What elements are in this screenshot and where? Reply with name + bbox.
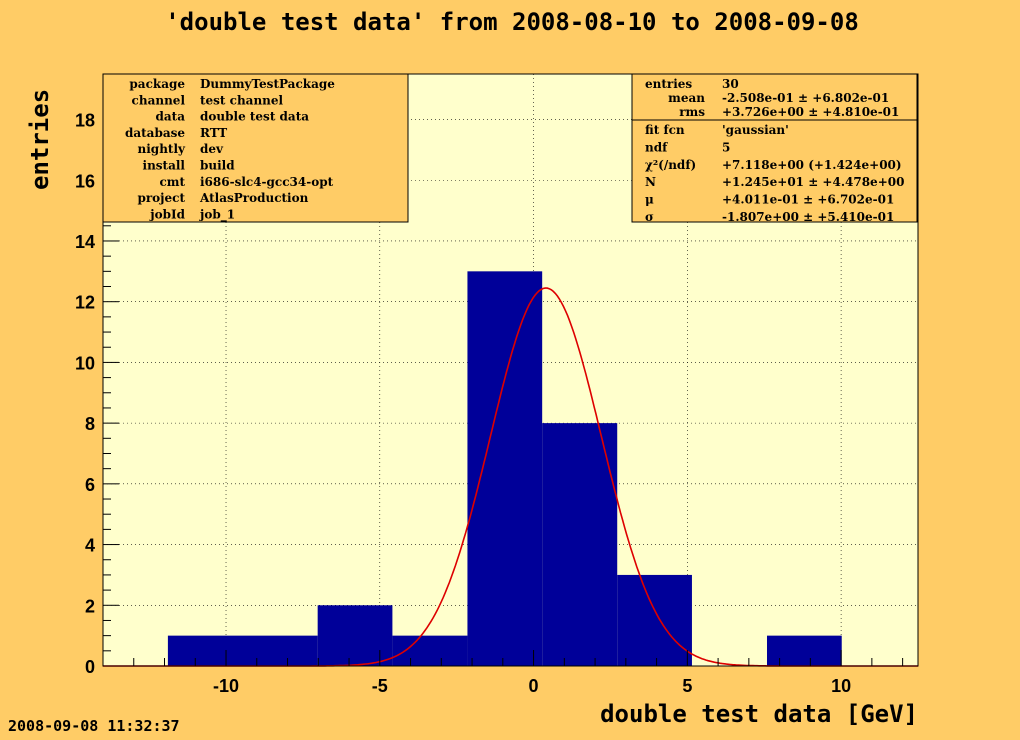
y-tick-label: 0	[85, 657, 95, 677]
info-value-install: build	[200, 159, 235, 173]
fit-value: 5	[722, 140, 730, 154]
y-tick-label: 14	[75, 232, 95, 252]
info-value-nightly: dev	[200, 142, 224, 156]
info-key-database: database	[125, 126, 185, 140]
y-tick-label: 8	[85, 414, 95, 434]
info-value-cmt: i686-slc4-gcc34-opt	[200, 175, 334, 189]
info-key-jobId: jobId	[149, 207, 185, 221]
y-tick-label: 16	[75, 171, 95, 191]
y-tick-label: 4	[85, 536, 95, 556]
fit-value: -1.807e+00 ± +5.410e-01	[722, 210, 894, 224]
stats-mean-value: -2.508e-01 ± +6.802e-01	[722, 91, 889, 105]
info-value-channel: test channel	[200, 93, 284, 107]
info-key-package: package	[129, 77, 185, 91]
stats-box: entries 30 mean -2.508e-01 ± +6.802e-01 …	[631, 73, 918, 121]
fit-key: fit fcn	[645, 123, 685, 137]
info-key-cmt: cmt	[159, 175, 185, 189]
fit-key: σ	[645, 210, 654, 224]
x-tick-label: 0	[529, 676, 539, 696]
info-key-install: install	[143, 159, 186, 173]
fit-key: ndf	[645, 140, 668, 154]
histogram-bar	[542, 423, 618, 666]
chart-title: 'double test data' from 2008-08-10 to 20…	[165, 8, 859, 36]
y-tick-label: 10	[75, 353, 95, 373]
histogram-bar	[167, 635, 318, 666]
axis-ticks: -10 -5 0 5 10 0 2 4 6 8 10 12 14 16 18	[75, 73, 904, 696]
info-key-channel: channel	[132, 93, 186, 107]
y-axis-label: entries	[26, 89, 54, 190]
x-tick-label: -5	[372, 676, 388, 696]
histogram-bar	[317, 605, 393, 666]
info-key-project: project	[137, 191, 185, 205]
info-key-nightly: nightly	[138, 142, 187, 156]
fit-key: N	[645, 175, 656, 189]
stats-mean-label: mean	[668, 91, 705, 105]
fit-value: 'gaussian'	[722, 123, 789, 137]
y-tick-label: 18	[75, 111, 95, 131]
x-tick-label: 10	[831, 676, 851, 696]
histogram-bar	[766, 635, 842, 666]
stats-entries-label: entries	[645, 77, 692, 91]
timestamp: 2008-09-08 11:32:37	[8, 717, 180, 735]
fit-key: μ	[645, 193, 654, 207]
histogram-bar	[467, 271, 543, 666]
y-tick-label: 2	[85, 596, 95, 616]
fit-key: χ²(/ndf)	[645, 158, 696, 172]
fit-results-box: fit fcn 'gaussian' ndf 5 χ²(/ndf) +7.118e+00 …	[631, 119, 918, 224]
stats-rms-value: +3.726e+00 ± +4.810e-01	[722, 105, 899, 119]
fit-value: +4.011e-01 ± +6.702e-01	[722, 193, 894, 207]
info-value-project: AtlasProduction	[199, 191, 309, 205]
stats-entries-value: 30	[722, 77, 739, 91]
stats-rms-label: rms	[679, 105, 705, 119]
histogram-bar	[617, 574, 692, 666]
y-tick-label: 12	[75, 293, 95, 313]
x-tick-label: 5	[682, 676, 692, 696]
info-value-data: double test data	[200, 110, 309, 124]
plot-border	[102, 73, 919, 667]
y-tick-label: 6	[85, 475, 95, 495]
info-box-job-details: package DummyTestPackage channel test chann…	[102, 73, 409, 223]
info-value-jobId: job_1	[199, 207, 235, 222]
fit-value: +7.118e+00 (+1.424e+00)	[722, 158, 902, 172]
x-axis-label: double test data [GeV]	[600, 700, 918, 728]
info-value-database: RTT	[200, 126, 227, 140]
info-key-data: data	[156, 110, 186, 124]
x-tick-label: -10	[213, 676, 239, 696]
fit-value: +1.245e+01 ± +4.478e+00	[722, 175, 904, 189]
info-value-package: DummyTestPackage	[200, 77, 335, 91]
